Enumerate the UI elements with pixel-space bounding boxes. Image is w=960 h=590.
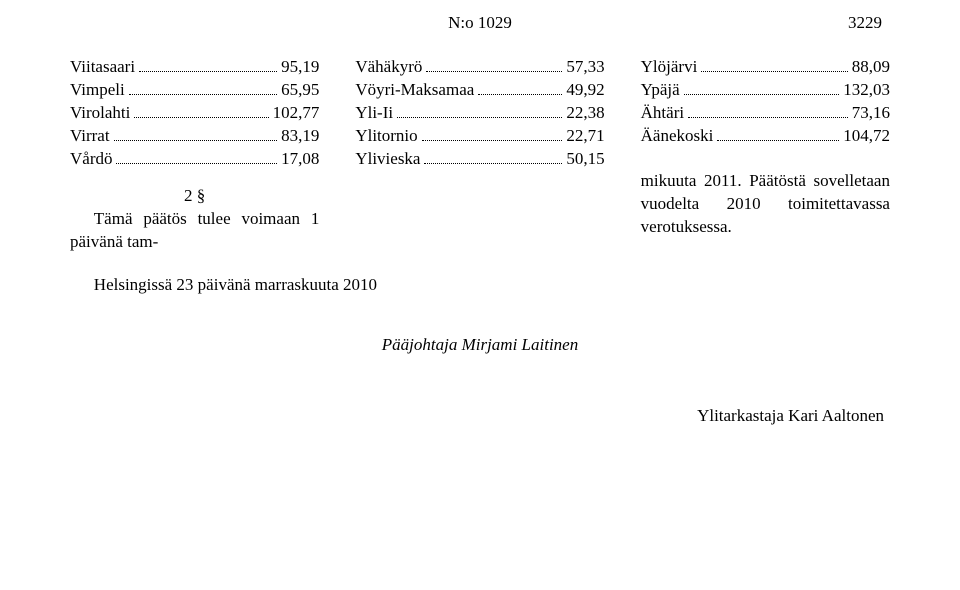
spacer — [641, 148, 890, 170]
item-value: 104,72 — [843, 125, 890, 148]
item-value: 102,77 — [273, 102, 320, 125]
section-right-paragraph: mikuuta 2011. Päätöstä sovelletaan vuode… — [641, 170, 890, 239]
list-item: Ylitornio 22,71 — [355, 125, 604, 148]
dot-leader — [134, 105, 268, 118]
item-value: 73,16 — [852, 102, 890, 125]
item-label: Ypäjä — [641, 79, 680, 102]
dot-leader — [139, 59, 277, 72]
list-item: Viitasaari 95,19 — [70, 56, 319, 79]
dot-leader — [478, 82, 562, 95]
helsinki-date: Helsingissä 23 päivänä marraskuuta 2010 — [70, 274, 890, 297]
item-value: 132,03 — [843, 79, 890, 102]
item-value: 57,33 — [566, 56, 604, 79]
item-label: Vårdö — [70, 148, 112, 171]
item-label: Vimpeli — [70, 79, 125, 102]
list-item: Vöyri-Maksamaa 49,92 — [355, 79, 604, 102]
item-value: 50,15 — [566, 148, 604, 171]
item-label: Virrat — [70, 125, 110, 148]
dot-leader — [129, 82, 277, 95]
dot-leader — [114, 128, 278, 141]
dot-leader — [426, 59, 562, 72]
item-value: 83,19 — [281, 125, 319, 148]
header-right-text: 3229 — [848, 13, 882, 32]
list-item: Ypäjä 132,03 — [641, 79, 890, 102]
dot-leader — [116, 151, 277, 164]
list-item: Vimpeli 65,95 — [70, 79, 319, 102]
dot-leader — [717, 128, 839, 141]
columns: Viitasaari 95,19 Vimpeli 65,95 Virolahti… — [70, 56, 890, 254]
item-label: Viitasaari — [70, 56, 135, 79]
list-item: Virolahti 102,77 — [70, 102, 319, 125]
dot-leader — [422, 128, 563, 141]
inspector-signature: Ylitarkastaja Kari Aaltonen — [70, 405, 890, 428]
dot-leader — [684, 82, 840, 95]
list-item: Virrat 83,19 — [70, 125, 319, 148]
item-value: 95,19 — [281, 56, 319, 79]
header-center: N:o 1029 — [0, 12, 960, 35]
section-left-paragraph: Tämä päätös tulee voimaan 1 päivänä tam- — [70, 208, 319, 254]
item-label: Virolahti — [70, 102, 130, 125]
item-value: 65,95 — [281, 79, 319, 102]
list-item: Ylivieska 50,15 — [355, 148, 604, 171]
list-item: Yli-Ii 22,38 — [355, 102, 604, 125]
column-2: Vähäkyrö 57,33 Vöyri-Maksamaa 49,92 Yli-… — [355, 56, 604, 254]
dot-leader — [688, 105, 848, 118]
list-item: Ylöjärvi 88,09 — [641, 56, 890, 79]
dot-leader — [701, 59, 847, 72]
item-label: Ähtäri — [641, 102, 684, 125]
item-label: Ylöjärvi — [641, 56, 698, 79]
item-label: Vöyri-Maksamaa — [355, 79, 474, 102]
item-label: Äänekoski — [641, 125, 714, 148]
item-label: Yli-Ii — [355, 102, 393, 125]
item-label: Vähäkyrö — [355, 56, 422, 79]
director-signature: Pääjohtaja Mirjami Laitinen — [70, 334, 890, 357]
item-value: 22,71 — [566, 125, 604, 148]
item-value: 88,09 — [852, 56, 890, 79]
item-value: 17,08 — [281, 148, 319, 171]
page: N:o 1029 3229 Viitasaari 95,19 Vimpeli 6… — [0, 0, 960, 590]
header-center-text: N:o 1029 — [448, 13, 512, 32]
dot-leader — [397, 105, 562, 118]
list-item: Vårdö 17,08 — [70, 148, 319, 171]
column-1: Viitasaari 95,19 Vimpeli 65,95 Virolahti… — [70, 56, 319, 254]
item-label: Ylitornio — [355, 125, 417, 148]
list-item: Äänekoski 104,72 — [641, 125, 890, 148]
header-right: 3229 — [848, 12, 882, 35]
section-number: 2 § — [70, 185, 319, 208]
item-value: 22,38 — [566, 102, 604, 125]
item-label: Ylivieska — [355, 148, 420, 171]
item-value: 49,92 — [566, 79, 604, 102]
dot-leader — [424, 151, 562, 164]
list-item: Ähtäri 73,16 — [641, 102, 890, 125]
list-item: Vähäkyrö 57,33 — [355, 56, 604, 79]
column-3: Ylöjärvi 88,09 Ypäjä 132,03 Ähtäri 73,16… — [641, 56, 890, 254]
